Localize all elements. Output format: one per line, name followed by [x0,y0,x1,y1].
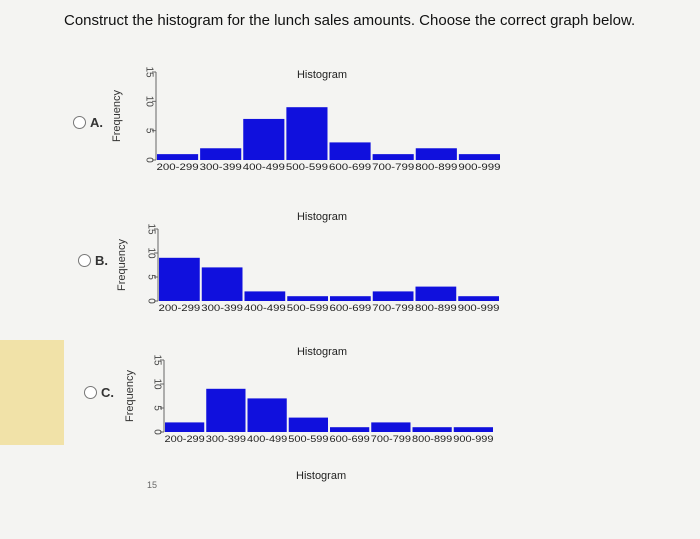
y-tick-label: 0 [151,429,162,435]
histogram-c: Histogram 0 5 10 15 Frequency 200-299 300-399 40… [124,346,494,445]
option-a[interactable]: A. Histogram 0 5 10 15 Frequency 200-299 300-39… [0,0,700,190]
x-tick-label: 900-999 [458,303,500,314]
histogram-bar [329,142,371,160]
y-axis-label: Frequency [111,90,123,142]
histogram-bar [372,154,414,160]
x-tick-label: 900-999 [458,162,500,173]
histogram-a: Histogram 0 5 10 15 Frequency 200-299 300-399 40… [111,66,501,173]
x-tick-label: 300-399 [200,162,242,173]
histogram-bar [200,148,242,160]
y-tick-label: 10 [151,378,162,390]
y-axis-label: Frequency [116,239,128,291]
x-tick-label: 500-599 [286,162,328,173]
histogram-bar [247,398,287,432]
histogram-bar [415,148,457,160]
histogram-bar [453,427,493,432]
chart-title: Histogram [297,211,347,223]
radio-button-b[interactable] [78,254,91,267]
y-tick-label: 0 [145,298,156,304]
x-tick-label: 400-499 [244,303,286,314]
x-tick-label: 800-899 [412,434,452,445]
y-axis-label: Frequency [124,370,136,422]
y-tick-label: 0 [143,157,154,163]
histogram-bar [244,291,286,301]
histogram-bar [201,267,243,301]
histogram-bar [458,296,499,301]
histogram-bar [412,427,452,432]
x-tick-label: 600-699 [329,162,371,173]
histogram-bar [243,118,285,160]
chart-title: Histogram [297,69,347,81]
x-tick-label: 600-699 [330,434,370,445]
x-tick-label: 700-799 [372,303,414,314]
histogram-d-title: Histogram [296,470,347,482]
histogram-b: Histogram 0 5 10 15 Frequency 200-299 300-399 40… [116,211,500,314]
histogram-bar [288,417,328,432]
x-tick-label: 400-499 [247,434,287,445]
x-tick-label: 200-299 [165,434,205,445]
histogram-bar [330,296,371,301]
x-tick-label: 800-899 [415,303,457,314]
x-tick-label: 200-299 [159,303,201,314]
selection-highlight-strip [0,340,64,445]
option-b-label: B. [95,253,108,268]
x-tick-label: 700-799 [372,162,414,173]
x-tick-label: 800-899 [415,162,457,173]
option-c-label: C. [101,385,114,400]
y-tick-label: 5 [145,274,156,280]
histogram-bar [286,107,328,160]
x-tick-label: 300-399 [201,303,243,314]
y-tick-label: 15 [145,223,156,235]
y-tick-label: 15 [151,354,162,366]
histogram-bar [371,422,411,432]
histogram-bar [287,296,328,301]
chart-title: Histogram [297,346,347,358]
x-tick-label: 900-999 [453,434,493,445]
histogram-bar [165,422,205,432]
y-tick-label: 10 [143,96,154,108]
option-b[interactable]: B. Histogram 0 5 10 15 Frequency 200-299 300-39… [0,190,700,330]
histogram-bar [159,257,200,301]
histogram-bar [458,154,500,160]
histogram-d-y-tick: 15 [147,480,158,490]
x-tick-label: 700-799 [371,434,411,445]
y-tick-label: 5 [151,405,162,411]
radio-button-c[interactable] [84,386,97,399]
y-tick-label: 5 [143,128,154,134]
histogram-bar [415,286,457,301]
histogram-bar [157,154,199,160]
option-a-label: A. [90,115,103,130]
x-tick-label: 300-399 [206,434,246,445]
x-tick-label: 600-699 [330,303,372,314]
x-tick-label: 200-299 [157,162,199,173]
histogram-bar [206,388,246,432]
radio-button-a[interactable] [73,116,86,129]
y-tick-label: 10 [145,247,156,259]
option-c[interactable]: C. Histogram 0 5 10 15 Frequency 200-299 300-39… [0,330,700,455]
x-tick-label: 500-599 [287,303,329,314]
question-text: Construct the histogram for the lunch sa… [64,12,636,29]
histogram-bar [330,427,370,432]
x-tick-label: 500-599 [288,434,328,445]
y-tick-label: 15 [143,66,154,78]
histogram-bar [372,291,414,301]
x-tick-label: 400-499 [243,162,285,173]
